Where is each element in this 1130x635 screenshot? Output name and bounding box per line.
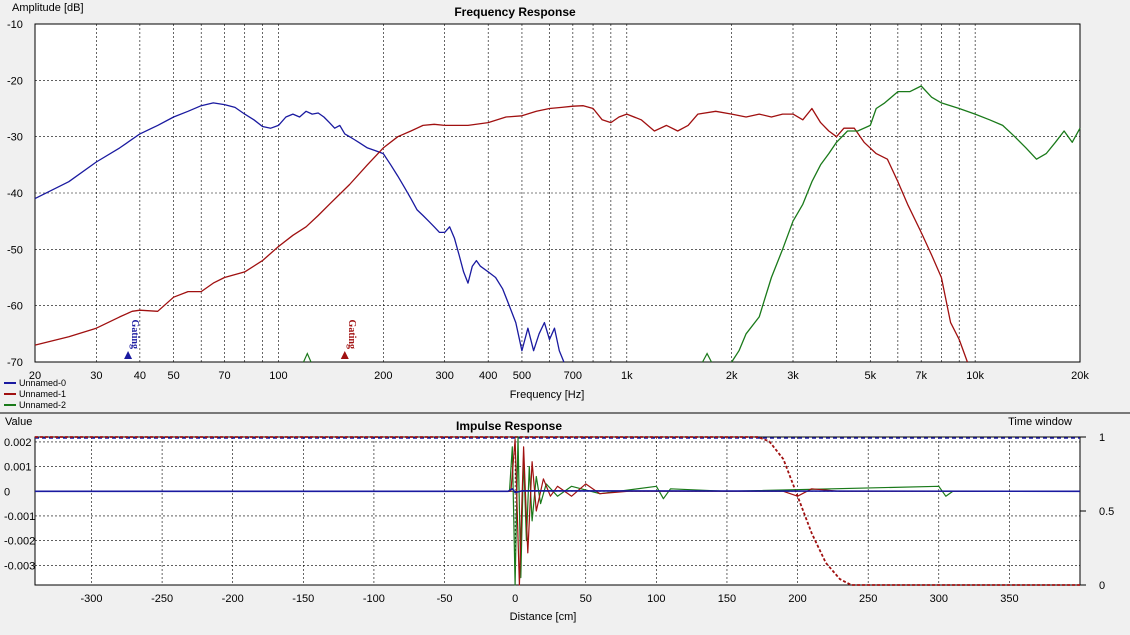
- ir-x-tick-label: -200: [222, 593, 244, 605]
- ir-ylabel: Value: [5, 416, 32, 428]
- fr-plot-area: [34, 23, 1081, 363]
- fr-x-tick-label: 20: [29, 370, 41, 382]
- fr-y-ticks: -10 -20 -30 -40 -50 -60 -70: [7, 19, 23, 369]
- ir-title: Impulse Response: [456, 419, 562, 433]
- fr-x-tick-label: 2k: [726, 370, 738, 382]
- fr-x-tick-label: 200: [374, 370, 392, 382]
- ir-plot-area: [34, 436, 1081, 586]
- ir-y-tick-label: -0.003: [4, 560, 35, 572]
- fr-series-line: [34, 105, 969, 363]
- fr-y-tick-label: -10: [7, 19, 23, 31]
- fr-annotations: Gating Gating: [124, 320, 357, 359]
- ir-y-tick-label: 0.002: [4, 437, 32, 449]
- fr-x-tick-label: 30: [90, 370, 102, 382]
- gating-marker-label: Gating: [129, 320, 140, 349]
- ir-y2-tick-label: 0.5: [1099, 506, 1114, 518]
- time-window-curve: [35, 436, 1080, 586]
- ir-y-ticks: 0.002 0.001 0 -0.001 -0.002 -0.003: [4, 437, 35, 572]
- ir-x-tick-label: 0: [512, 593, 518, 605]
- fr-y-tick-label: -20: [7, 75, 23, 87]
- legend-label: Unnamed-2: [19, 400, 66, 410]
- ir-y2-tick-label: 1: [1099, 432, 1105, 444]
- ir-xlabel: Distance [cm]: [510, 611, 577, 623]
- ir-x-tick-label: 100: [647, 593, 665, 605]
- fr-x-tick-label: 50: [167, 370, 179, 382]
- fr-x-tick-label: 40: [134, 370, 146, 382]
- ir-x-tick-label: -300: [80, 593, 102, 605]
- fr-series-line: [731, 85, 1081, 363]
- ir-x-tick-label: -100: [363, 593, 385, 605]
- frequency-response-panel: Amplitude [dB] Frequency Response Gating…: [4, 2, 1089, 410]
- ir-x-tick-label: 250: [859, 593, 877, 605]
- ir-y2-tick-label: 0: [1099, 580, 1105, 592]
- fr-grid: [35, 24, 1080, 362]
- ir-y2-ticks: 10.50: [1080, 432, 1114, 592]
- fr-x-tick-label: 10k: [966, 370, 984, 382]
- fr-y-tick-label: -40: [7, 188, 23, 200]
- ir-y-tick-label: 0: [4, 486, 10, 498]
- ir-x-tick-label: -150: [292, 593, 314, 605]
- fr-x-tick-label: 700: [564, 370, 582, 382]
- fr-title: Frequency Response: [454, 5, 576, 19]
- fr-series: [34, 85, 1081, 363]
- fr-x-tick-label: 400: [479, 370, 497, 382]
- legend-label: Unnamed-1: [19, 389, 66, 399]
- ir-x-tick-label: 150: [718, 593, 736, 605]
- gating-marker-arrow: [124, 351, 133, 359]
- fr-ylabel: Amplitude [dB]: [12, 2, 84, 14]
- fr-x-tick-label: 1k: [621, 370, 633, 382]
- gating-marker-arrow: [340, 351, 349, 359]
- ir-x-tick-label: 350: [1000, 593, 1018, 605]
- fr-x-tick-label: 500: [513, 370, 531, 382]
- ir-x-tick-label: -50: [437, 593, 453, 605]
- ir-y-tick-label: -0.002: [4, 536, 35, 548]
- ir-x-ticks: -300 -250 -200 -150 -100 -50 0 50 100 150 200 250 30…: [80, 593, 1018, 605]
- fr-y-tick-label: -30: [7, 132, 23, 144]
- fr-series-blip: [702, 352, 712, 363]
- legend-label: Unnamed-0: [19, 378, 66, 388]
- ir-x-tick-label: 200: [788, 593, 806, 605]
- fr-x-tick-label: 7k: [915, 370, 927, 382]
- ir-y-tick-label: 0.001: [4, 462, 32, 474]
- fr-x-ticks: 20 30 40 50 70 100 200 300 400 500 700 1k 2k 3k 5k 7k 10…: [29, 370, 1089, 382]
- ir-x-tick-label: 300: [930, 593, 948, 605]
- impulse-response-panel: Value Impulse Response Time window -300-…: [4, 416, 1114, 623]
- fr-x-tick-label: 5k: [864, 370, 876, 382]
- ir-y2label: Time window: [1008, 416, 1072, 428]
- ir-grid: [35, 437, 1080, 585]
- fr-x-tick-label: 20k: [1071, 370, 1089, 382]
- fr-x-tick-label: 100: [269, 370, 287, 382]
- ir-y-tick-label: -0.001: [4, 511, 35, 523]
- fr-y-tick-label: -60: [7, 301, 23, 313]
- ir-x-tick-label: -250: [151, 593, 173, 605]
- ir-series-line: [35, 488, 1081, 494]
- fr-series-line: [34, 102, 565, 363]
- fr-series-blip: [302, 352, 312, 363]
- fr-x-tick-label: 70: [218, 370, 230, 382]
- fr-y-tick-label: -70: [7, 357, 23, 369]
- gating-marker-label: Gating: [346, 320, 357, 349]
- fr-x-tick-label: 300: [435, 370, 453, 382]
- ir-x-tick-label: 50: [580, 593, 592, 605]
- fr-xlabel: Frequency [Hz]: [510, 389, 585, 401]
- fr-x-tick-label: 3k: [787, 370, 799, 382]
- ir-series: [35, 436, 1081, 586]
- fr-y-tick-label: -50: [7, 244, 23, 256]
